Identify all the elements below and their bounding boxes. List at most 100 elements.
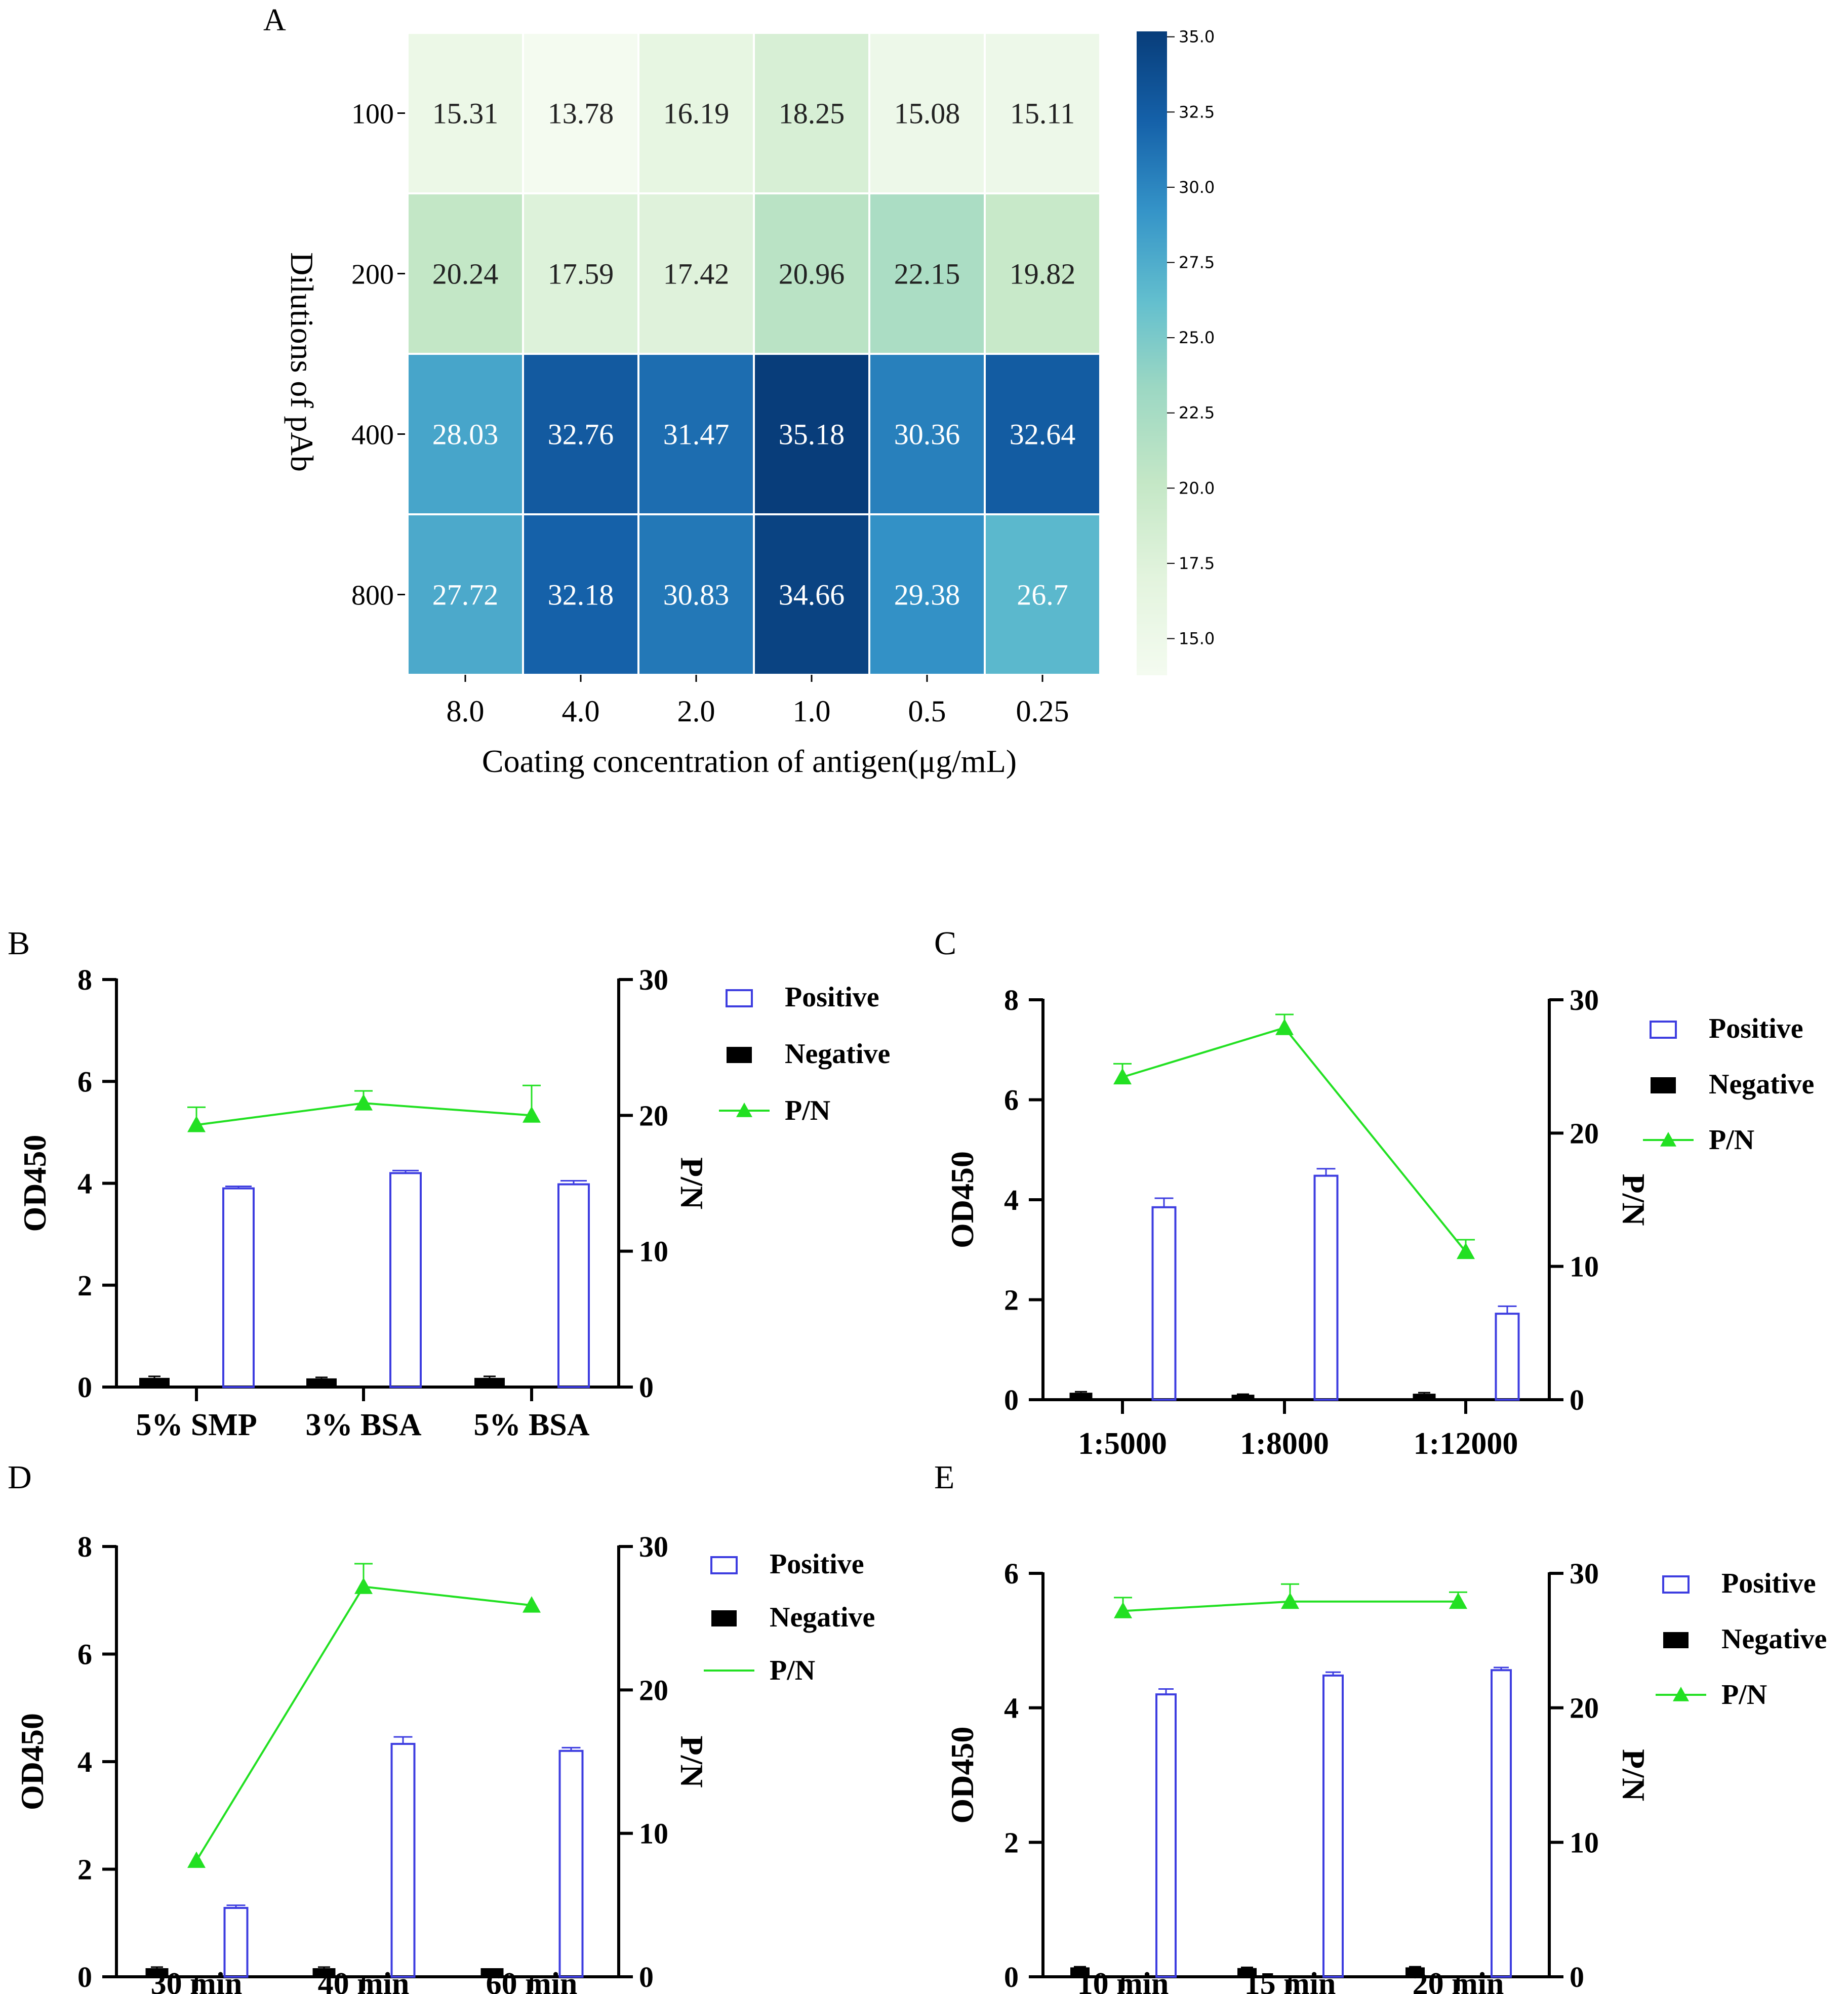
right-y-tick-label: 30 — [639, 1530, 668, 1563]
heatmap-cell — [522, 353, 639, 515]
heatmap-cell-label: 20.24 — [432, 258, 499, 291]
right-y-tick-label: 10 — [1570, 1250, 1599, 1283]
positive-bar — [1151, 1206, 1177, 1401]
panel-e-chart: E 0 2 4 6 0 10 20 30 OD450 P/N 10 min 15 min 20 min Po… — [934, 1459, 1827, 1994]
pn-marker — [1114, 1602, 1132, 1618]
heatmap-cell-label: 32.18 — [548, 579, 614, 612]
heatmap-cell-label: 17.59 — [548, 258, 614, 291]
right-y-tick-label: 30 — [639, 963, 668, 996]
right-y-tick-label: 10 — [1570, 1826, 1599, 1859]
right-y-tick-label: 20 — [639, 1099, 668, 1132]
negative-bar — [474, 1377, 505, 1387]
pn-marker — [1281, 1592, 1299, 1609]
panel-label: D — [8, 1459, 32, 1496]
x-tick-label: 5% SMP — [136, 1408, 257, 1442]
heatmap-cell-label: 20.96 — [779, 258, 845, 291]
panel-label: B — [8, 925, 30, 962]
left-y-tick-label: 4 — [77, 1745, 92, 1778]
heatmap-cell-label: 26.7 — [1017, 579, 1068, 612]
negative-bar — [145, 1968, 169, 1977]
x-tick-label: 3% BSA — [305, 1408, 421, 1442]
legend-pn-label: P/N — [1709, 1124, 1754, 1156]
left-y-tick-label: 6 — [77, 1638, 92, 1671]
legend-positive-swatch — [726, 989, 753, 1007]
legend-pn-label: P/N — [1721, 1679, 1767, 1711]
heatmap-cell — [407, 32, 524, 194]
left-y-tick-label: 0 — [1004, 1383, 1019, 1416]
legend-negative-label: Negative — [1709, 1069, 1814, 1100]
pn-marker — [354, 1577, 373, 1594]
heatmap-cell — [637, 32, 755, 194]
legend-negative-swatch — [711, 1610, 737, 1626]
heatmap-x-tick-label: 4.0 — [562, 695, 600, 728]
negative-bar — [1413, 1394, 1436, 1400]
pn-marker — [1457, 1242, 1475, 1259]
right-y-tick-label: 0 — [1570, 1961, 1584, 1993]
heatmap-x-tick-label: 2.0 — [677, 695, 715, 728]
pn-marker — [187, 1851, 206, 1868]
positive-bar — [390, 1742, 416, 1978]
heatmap-x-tick-labels: 8.0 4.0 2.0 1.0 0.5 0.25 — [447, 675, 1069, 728]
negative-bar — [1070, 1967, 1090, 1977]
legend-negative-swatch — [727, 1047, 752, 1063]
legend-positive-swatch — [1650, 1021, 1677, 1039]
heatmap-cell-label: 15.08 — [894, 97, 960, 130]
legend: Positive Negative P/N — [1656, 1568, 1827, 1711]
heatmap-cell-label: 22.15 — [894, 258, 960, 291]
heatmap-cell-label: 34.66 — [779, 579, 845, 612]
left-y-tick-label: 2 — [1004, 1284, 1019, 1317]
heatmap-x-tick-label: 8.0 — [447, 695, 485, 728]
left-y-tick-label: 6 — [1004, 1084, 1019, 1117]
heatmap-cell — [522, 32, 639, 194]
heatmap-cell — [984, 353, 1101, 515]
negative-bar — [312, 1968, 336, 1977]
heatmap-cell-label: 30.36 — [894, 418, 960, 451]
left-y-tick-label: 6 — [77, 1065, 92, 1098]
heatmap-cell — [984, 32, 1101, 194]
heatmap-cell — [868, 353, 986, 515]
heatmap-cell-label: 30.83 — [663, 579, 730, 612]
right-y-tick-label: 10 — [639, 1817, 668, 1850]
legend-negative-swatch — [1651, 1077, 1676, 1093]
heatmap-cell — [753, 192, 870, 355]
heatmap-cell — [522, 513, 639, 676]
heatmap-x-tick-label: 0.5 — [908, 695, 946, 728]
right-y-axis-title: P/N — [1616, 1173, 1652, 1226]
heatmap-cell-label: 15.31 — [432, 97, 499, 130]
panel-label: C — [934, 925, 956, 962]
heatmap-cell — [753, 513, 870, 676]
x-tick-label: 15 min — [1244, 1967, 1336, 1994]
left-y-tick-label: 4 — [77, 1167, 92, 1200]
heatmap-y-tick-label: 400 — [351, 420, 394, 451]
left-y-tick-label: 8 — [77, 1530, 92, 1563]
right-y-tick-label: 0 — [1570, 1383, 1584, 1416]
left-y-tick-label: 0 — [77, 1371, 92, 1404]
left-y-tick-label: 8 — [1004, 984, 1019, 1016]
right-y-tick-label: 0 — [639, 1371, 654, 1404]
left-y-tick-label: 8 — [77, 963, 92, 996]
heatmap-cell — [753, 32, 870, 194]
heatmap-y-tick-label: 800 — [351, 580, 394, 612]
left-y-axis-title: OD450 — [14, 1713, 50, 1810]
colorbar — [1137, 31, 1167, 675]
panel-c-chart: C 0 2 4 6 8 0 10 20 30 OD450 P/N 1:5000 1:8000 1:12000… — [934, 925, 1814, 1461]
heatmap-cell-label: 17.42 — [663, 258, 730, 291]
heatmap-cell — [753, 353, 870, 515]
legend-positive-swatch — [710, 1556, 738, 1574]
negative-bar — [1231, 1395, 1255, 1400]
legend-negative-label: Negative — [770, 1602, 875, 1633]
panel-b-chart: B 0 2 4 6 8 0 10 20 30 OD450 P/N 5% SMP 3% BSA 5% BSA P… — [8, 925, 890, 1442]
legend: Positive Negative P/N — [719, 982, 890, 1126]
pn-line — [195, 1585, 532, 1861]
heatmap-cell-label: 13.78 — [548, 97, 614, 130]
right-y-axis-title: P/N — [674, 1157, 710, 1209]
negative-bar — [306, 1378, 337, 1387]
heatmap-cell — [868, 513, 986, 676]
pn-marker — [187, 1116, 206, 1132]
right-y-tick-label: 0 — [639, 1961, 654, 1993]
x-tick-label: 1:8000 — [1240, 1427, 1329, 1461]
left-y-tick-label: 0 — [1004, 1961, 1019, 1993]
pn-line — [1122, 1026, 1467, 1252]
